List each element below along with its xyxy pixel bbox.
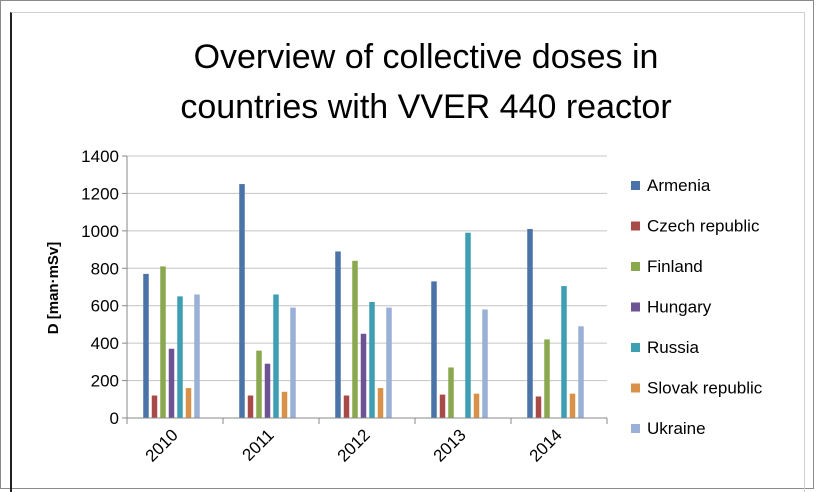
legend-label-czech-republic: Czech republic [647,217,760,236]
bar-2012-czech-republic [343,395,350,418]
bar-2010-russia [177,296,183,418]
bar-2012-armenia [335,251,341,418]
legend-label-finland: Finland [647,257,703,276]
bar-2013-armenia [431,281,437,418]
chart-title-line-2: countries with VVER 440 reactor [180,88,671,126]
bar-2012-slovak-republic [377,388,384,418]
legend-label-ukraine: Ukraine [647,419,706,438]
legend-swatch-armenia [631,181,640,190]
chart-area-border [10,12,805,492]
bar-2011-czech-republic [247,395,254,418]
bar-2013-slovak-republic [473,393,480,418]
y-tick-label-600: 600 [91,297,119,316]
bar-2012-hungary [360,333,367,418]
bar-2011-russia [273,294,279,418]
chart-title-line-1: Overview of collective doses in [194,38,659,76]
legend-swatch-hungary [631,302,640,312]
bar-2010-czech-republic [151,395,158,418]
bar-2011-hungary [264,363,271,418]
bar-2011-slovak-republic [281,391,288,418]
bar-2012-russia [369,301,375,418]
bar-2013-russia [465,232,471,418]
axes [122,155,608,424]
x-tick-label-2013: 2013 [430,425,470,465]
bar-2011-armenia [239,184,245,418]
bar-2010-slovak-republic [185,388,192,418]
x-tick-label-2011: 2011 [239,425,278,464]
legend-label-slovak-republic: Slovak republic [647,379,763,398]
bar-2014-armenia [527,228,533,418]
y-tick-label-0: 0 [110,409,119,428]
bar-2014-ukraine [578,326,584,418]
bar-2010-finland [160,266,166,418]
legend-label-armenia: Armenia [647,176,711,195]
bar-2014-finland [544,339,550,418]
bar-2011-ukraine [290,307,296,418]
bar-2012-ukraine [386,307,392,418]
bar-2013-ukraine [482,309,488,418]
legend-label-russia: Russia [647,338,700,357]
y-tick-label-1000: 1000 [81,222,119,241]
bar-2013-finland [448,367,454,418]
bar-2012-finland [352,260,358,418]
x-tick-label-2010: 2010 [142,425,182,465]
legend-swatch-finland [631,262,640,271]
bar-2010-armenia [143,273,149,418]
x-tick-label-2012: 2012 [334,425,374,465]
bar-2014-czech-republic [535,396,542,418]
legend-label-hungary: Hungary [647,298,712,317]
x-tick-label-2014: 2014 [526,425,566,465]
bar-2010-hungary [168,348,175,418]
legend-swatch-czech-republic [631,221,640,231]
bar-2014-russia [561,286,567,418]
bar-2014-slovak-republic [569,393,576,418]
legend-swatch-ukraine [631,424,640,433]
legend: Armenia Czech republic Finland Hungary Russi… [631,176,763,438]
y-tick-label-800: 800 [91,259,119,278]
legend-swatch-russia [631,343,640,352]
x-tick-labels: 2010 2011 2012 2013 2014 [142,425,566,465]
y-tick-label-200: 200 [91,372,119,391]
bar-2013-czech-republic [439,394,446,418]
bar-2011-finland [256,350,262,418]
bar-2010-ukraine [194,294,200,418]
y-tick-label-400: 400 [91,334,119,353]
bars [143,184,584,418]
y-tick-label-1200: 1200 [81,184,119,203]
y-axis-title: D [man·mSv] [45,242,62,335]
y-tick-labels: 0 200 400 600 800 1000 1200 1400 [81,147,119,428]
legend-swatch-slovak-republic [631,383,640,393]
y-tick-label-1400: 1400 [81,147,119,166]
